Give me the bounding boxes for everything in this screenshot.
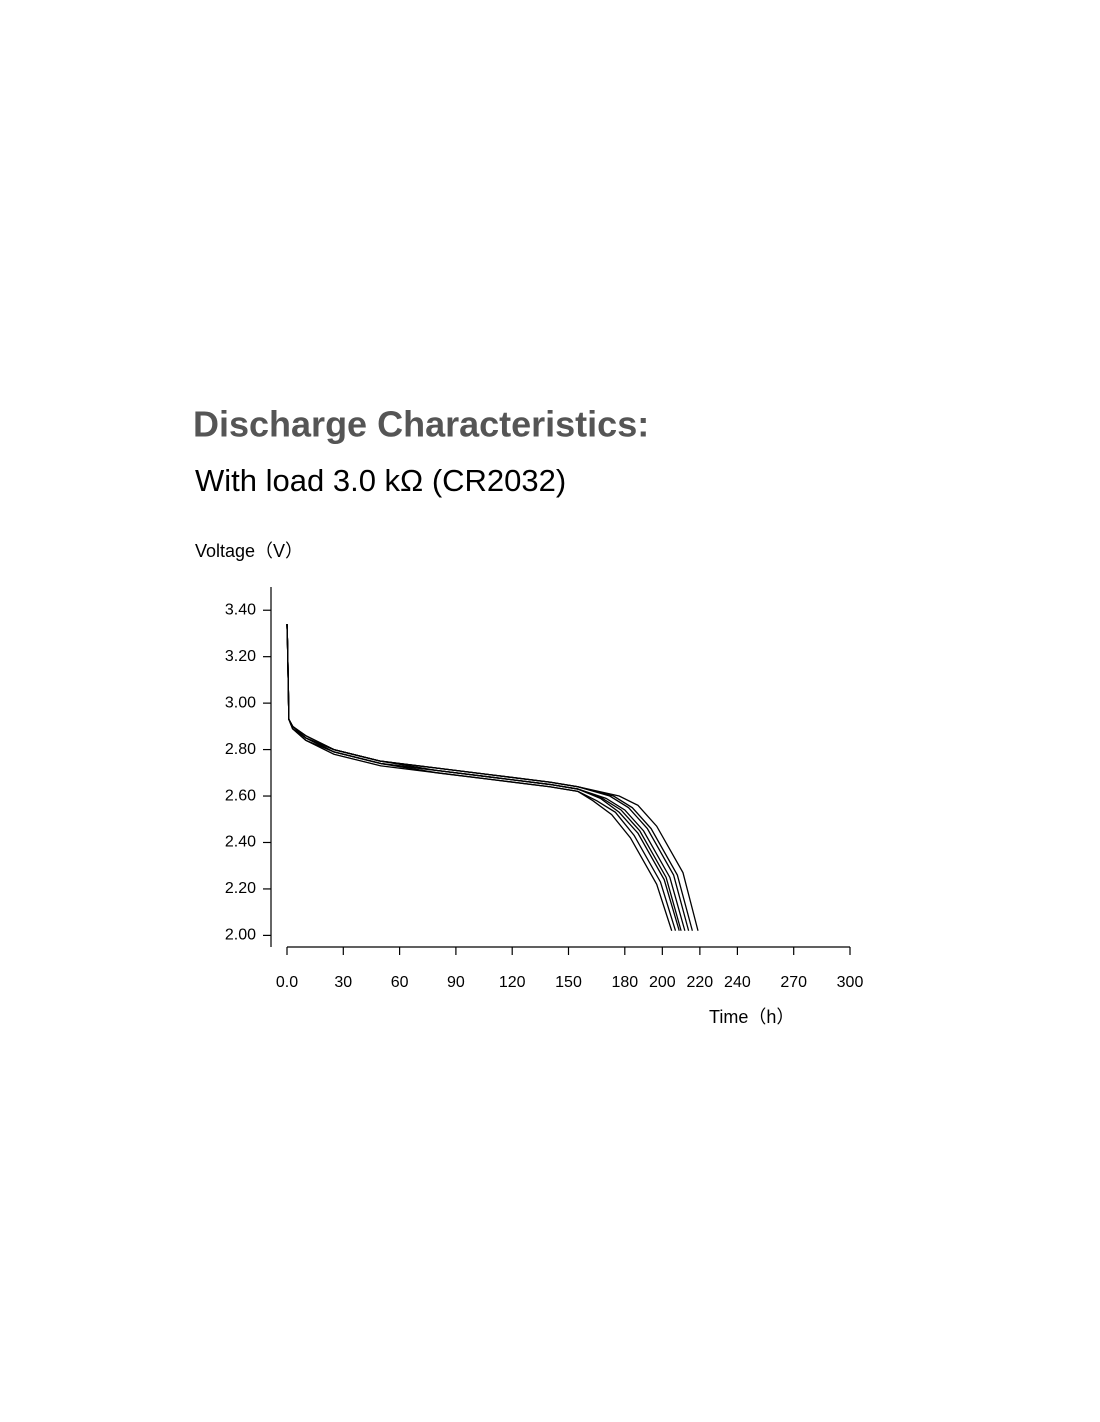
y-tick-label: 2.00 (225, 927, 256, 944)
y-tick-label: 3.00 (225, 694, 256, 711)
x-tick-label: 240 (724, 974, 751, 991)
y-tick-label: 2.80 (225, 741, 256, 758)
x-axis-label: Time（h） (709, 1007, 794, 1027)
y-tick-label: 2.60 (225, 787, 256, 804)
x-tick-label: 200 (649, 974, 676, 991)
x-tick-label: 220 (687, 974, 714, 991)
discharge-curve (286, 624, 699, 931)
y-tick-label: 3.40 (225, 601, 256, 618)
y-tick-label: 3.20 (225, 648, 256, 665)
x-tick-label: 180 (611, 974, 638, 991)
chart-title: Discharge Characteristics: (193, 404, 649, 445)
y-tick-label: 2.20 (225, 880, 256, 897)
x-tick-label: 150 (555, 974, 582, 991)
y-axis-label: Voltage（V） (195, 541, 303, 561)
x-tick-label: 270 (780, 974, 807, 991)
x-tick-label: 90 (447, 974, 465, 991)
x-tick-label: 60 (391, 974, 409, 991)
x-tick-label: 30 (334, 974, 352, 991)
x-tick-label: 120 (499, 974, 526, 991)
x-tick-label: 0.0 (276, 974, 298, 991)
x-tick-label: 300 (837, 974, 864, 991)
chart-subtitle: With load 3.0 kΩ (CR2032) (195, 463, 566, 498)
y-tick-label: 2.40 (225, 834, 256, 851)
